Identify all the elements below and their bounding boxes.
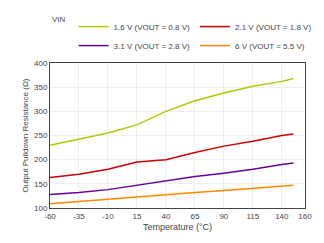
svg-text:1.6 V (VOUT = 0.8 V): 1.6 V (VOUT = 0.8 V) <box>114 23 190 32</box>
svg-text:3.1 V (VOUT = 2.8 V): 3.1 V (VOUT = 2.8 V) <box>114 42 190 51</box>
svg-text:40: 40 <box>161 212 170 221</box>
svg-text:6 V (VOUT = 5.5 V): 6 V (VOUT = 5.5 V) <box>235 42 305 51</box>
svg-text:300: 300 <box>34 107 48 116</box>
svg-text:160: 160 <box>298 212 312 221</box>
svg-text:350: 350 <box>34 83 48 92</box>
svg-text:-10: -10 <box>102 212 114 221</box>
svg-text:150: 150 <box>34 180 48 189</box>
svg-text:VIN: VIN <box>52 16 66 25</box>
svg-text:Output Pulldown Resistance (Ω): Output Pulldown Resistance (Ω) <box>21 78 30 192</box>
svg-text:65: 65 <box>190 212 199 221</box>
svg-text:-60: -60 <box>44 212 56 221</box>
svg-text:100: 100 <box>34 204 48 213</box>
svg-text:15: 15 <box>132 212 141 221</box>
svg-text:115: 115 <box>246 212 259 221</box>
svg-text:140: 140 <box>275 212 289 221</box>
svg-text:-35: -35 <box>73 212 85 221</box>
svg-text:2.1 V (VOUT = 1.8 V): 2.1 V (VOUT = 1.8 V) <box>235 23 311 32</box>
svg-text:250: 250 <box>34 131 48 140</box>
svg-text:Temperature (°C): Temperature (°C) <box>143 222 212 232</box>
svg-text:90: 90 <box>219 212 228 221</box>
svg-text:400: 400 <box>34 59 48 68</box>
svg-text:200: 200 <box>34 155 48 164</box>
